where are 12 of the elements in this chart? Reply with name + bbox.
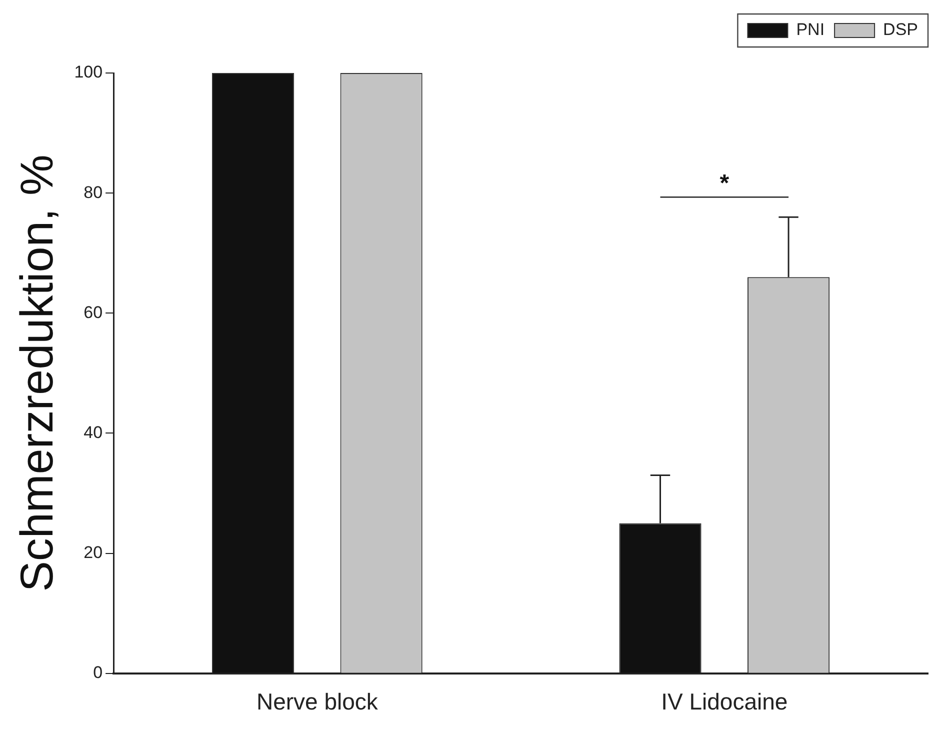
x-tick-label: IV Lidocaine (661, 688, 788, 715)
y-tick-label: 20 (84, 543, 103, 562)
y-tick-label: 80 (84, 182, 103, 202)
y-tick-label: 100 (74, 62, 103, 82)
annotation: * (720, 170, 730, 198)
y-tick-label: 40 (84, 422, 103, 442)
x-tick-label: Nerve block (256, 688, 378, 715)
y-tick-label: 0 (93, 663, 103, 682)
y-axis-title: Schmerzreduktion, % (10, 154, 62, 592)
legend-label: PNI (796, 20, 825, 40)
legend-label: DSP (883, 20, 918, 40)
y-tick-label: 60 (84, 302, 103, 322)
